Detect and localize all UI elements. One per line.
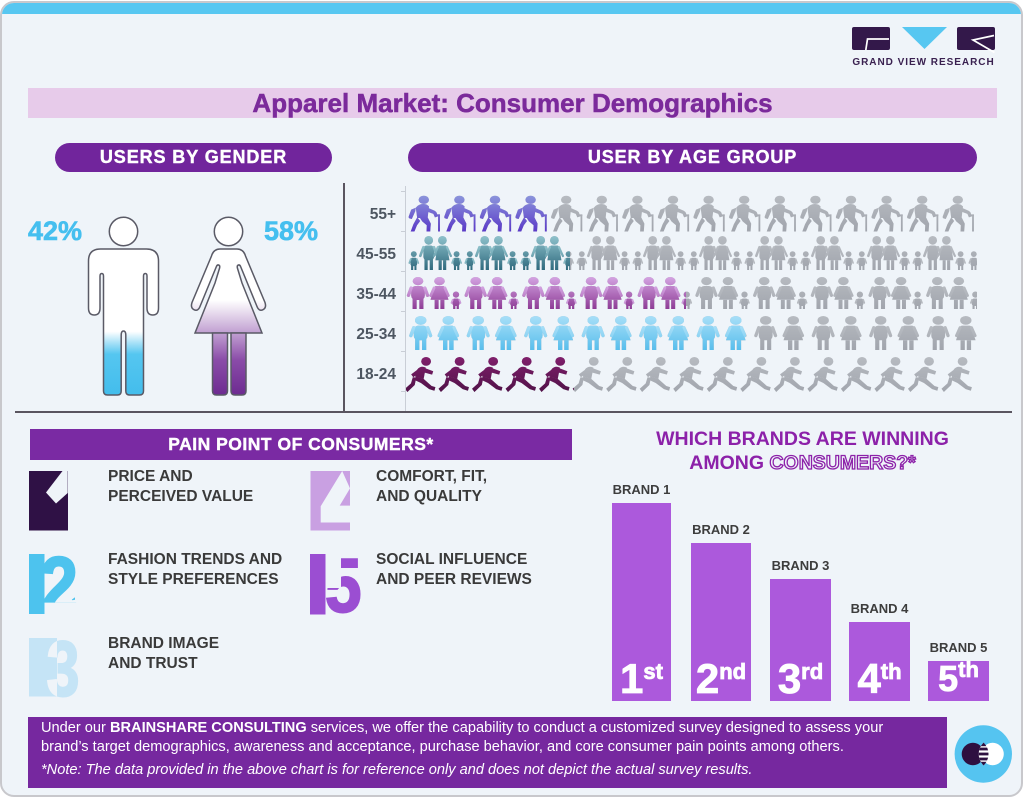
svg-text:3: 3 [47, 638, 80, 702]
svg-text:GRAND VIEW RESEARCH: GRAND VIEW RESEARCH [852, 57, 994, 68]
